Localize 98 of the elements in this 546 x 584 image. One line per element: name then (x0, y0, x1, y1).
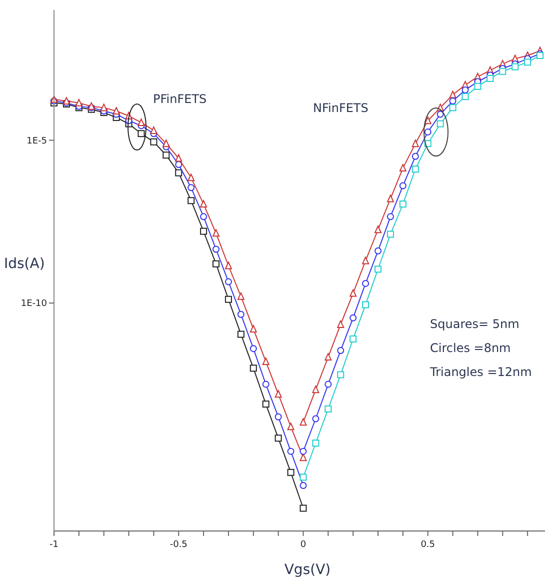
point (362, 301, 370, 308)
point (300, 504, 307, 512)
point (337, 371, 344, 378)
point (337, 346, 344, 354)
point (274, 413, 282, 420)
point (212, 229, 220, 237)
x-tick-label: -1 (50, 540, 58, 550)
point (212, 260, 220, 268)
point (138, 130, 145, 138)
y-tick-label: 1E-10 (20, 299, 48, 310)
point (399, 182, 406, 190)
point (274, 434, 282, 442)
point (362, 256, 370, 264)
point (162, 152, 170, 159)
point (287, 468, 294, 476)
point (287, 422, 294, 430)
point (374, 266, 382, 273)
annotation: Squares= 5nm (430, 317, 520, 331)
point (312, 415, 320, 422)
point (449, 104, 456, 112)
point (224, 262, 232, 270)
point (412, 140, 419, 148)
point (512, 63, 519, 70)
point (462, 86, 469, 94)
point (350, 314, 357, 322)
point (324, 380, 332, 388)
point (324, 405, 332, 412)
point (399, 164, 406, 172)
point (436, 110, 444, 118)
point (262, 400, 270, 408)
point (250, 364, 257, 372)
annotation: Triangles =12nm (429, 365, 532, 379)
point (200, 213, 208, 220)
point (374, 247, 382, 254)
point (324, 353, 332, 361)
point (100, 104, 108, 112)
point (212, 246, 220, 253)
point (262, 380, 270, 388)
point (300, 474, 307, 481)
point (499, 68, 506, 75)
point (412, 166, 419, 173)
point (524, 58, 532, 66)
point (312, 440, 320, 447)
point (112, 107, 120, 115)
point (274, 390, 282, 398)
point (138, 118, 145, 126)
point (200, 200, 208, 208)
point (374, 226, 382, 234)
point (300, 418, 307, 426)
point (237, 292, 244, 300)
y-axis-title: Ids(A) (4, 256, 45, 272)
point (200, 228, 208, 235)
point (237, 310, 244, 318)
annotation: PFinFETS (153, 92, 207, 106)
point (386, 230, 394, 238)
point (175, 169, 182, 176)
point (262, 358, 270, 366)
point (386, 213, 394, 220)
point (250, 345, 257, 352)
annotation: Circles =8nm (430, 341, 511, 355)
point (350, 289, 357, 297)
point (449, 90, 456, 98)
point (188, 174, 195, 182)
point (312, 386, 320, 394)
point (175, 154, 182, 162)
point (75, 98, 82, 106)
point (424, 128, 432, 136)
point (188, 197, 195, 204)
point (150, 126, 158, 134)
point (224, 296, 232, 303)
point (287, 448, 294, 455)
point (237, 330, 244, 338)
point (188, 184, 195, 192)
point (300, 448, 307, 455)
point (250, 324, 257, 332)
point (449, 98, 456, 105)
point (412, 152, 419, 160)
annotation: NFinFETS (313, 101, 368, 115)
point (424, 116, 432, 124)
y-tick-label: 1E-5 (26, 136, 47, 146)
point (386, 194, 394, 202)
point (300, 482, 307, 489)
point (362, 280, 370, 287)
point (150, 138, 158, 146)
x-tick-label: -0.5 (170, 540, 188, 550)
point (350, 335, 357, 342)
x-axis-title: Vgs(V) (284, 562, 331, 578)
x-tick-label: 0.5 (420, 540, 436, 550)
x-tick-label: 0 (300, 540, 306, 550)
point (300, 454, 307, 462)
point (436, 120, 444, 128)
point (162, 140, 170, 148)
point (486, 74, 494, 82)
point (224, 278, 232, 286)
point (337, 320, 344, 328)
point (474, 82, 482, 90)
point (399, 200, 406, 208)
point (462, 93, 469, 100)
